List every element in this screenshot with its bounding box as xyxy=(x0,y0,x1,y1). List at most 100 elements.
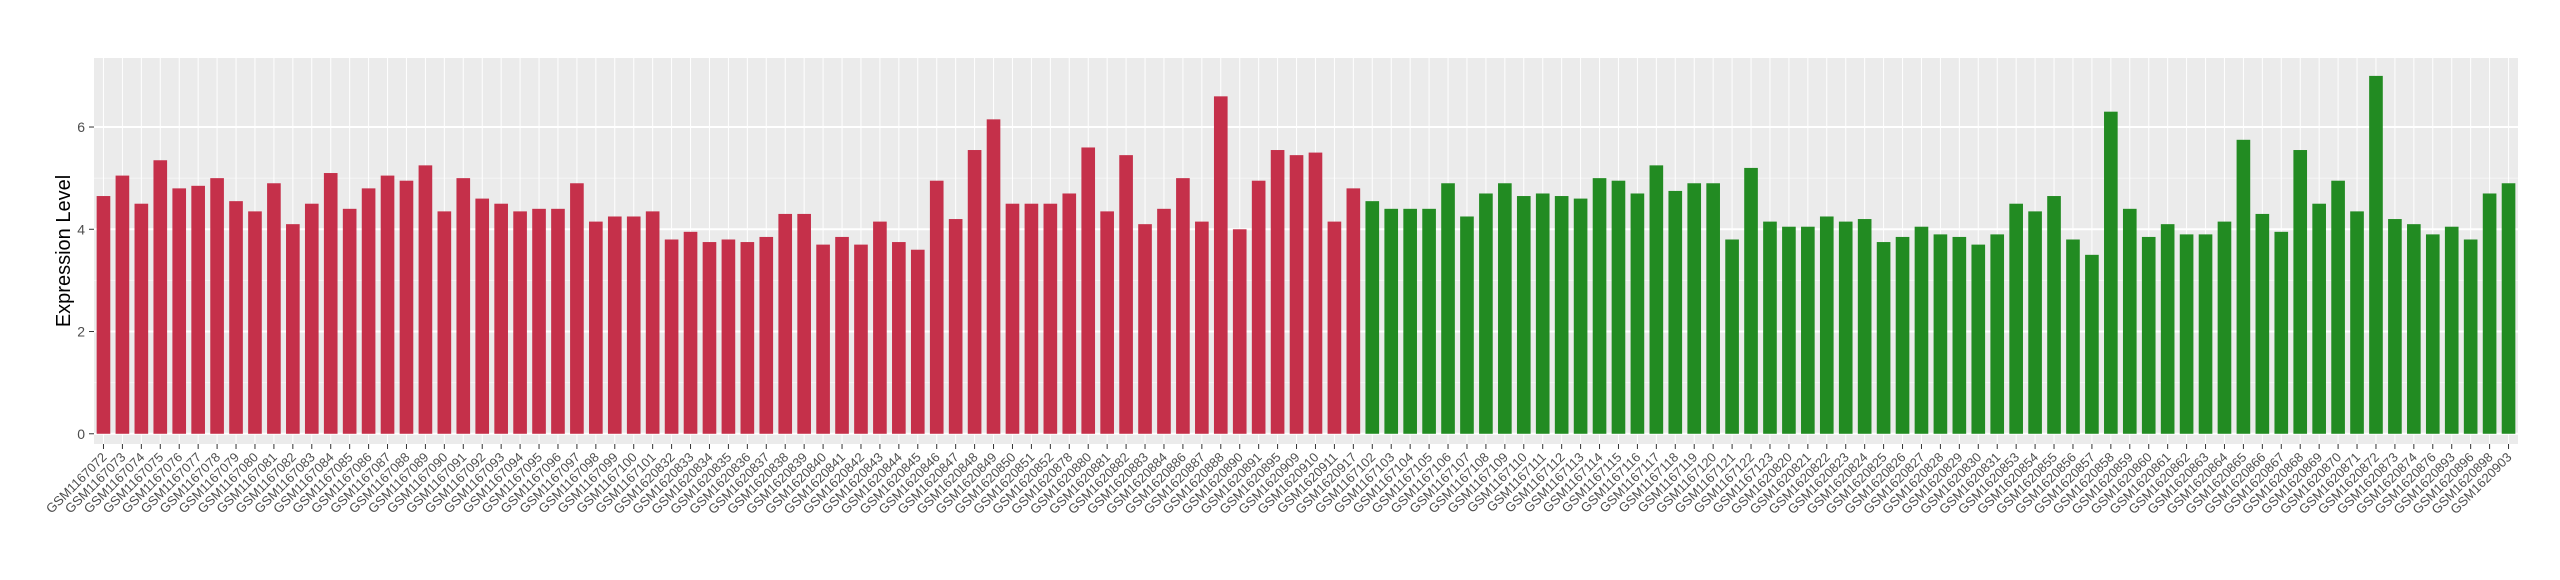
bar xyxy=(664,239,679,434)
bar xyxy=(2274,231,2289,434)
bar xyxy=(1479,193,1493,434)
bar xyxy=(1403,208,1417,434)
bar xyxy=(191,185,205,434)
bar xyxy=(816,244,830,434)
y-tick-label: 2 xyxy=(77,324,85,340)
bar xyxy=(2331,180,2345,434)
bar xyxy=(1725,239,1739,434)
bar xyxy=(2198,234,2213,434)
bar xyxy=(1005,203,1020,434)
bar xyxy=(1763,221,1777,434)
bar xyxy=(2236,139,2251,434)
bar xyxy=(2217,221,2232,434)
bar xyxy=(1498,183,1512,434)
bar xyxy=(1100,211,1114,434)
bar xyxy=(1308,152,1323,434)
bar xyxy=(229,201,243,434)
bar xyxy=(986,119,1001,434)
bar xyxy=(1611,180,1626,434)
bar xyxy=(1649,165,1664,434)
bar xyxy=(1971,244,1986,434)
bar xyxy=(380,175,395,434)
bar xyxy=(1573,198,1588,434)
bar xyxy=(2066,239,2080,434)
bar xyxy=(399,180,414,434)
y-axis-label: Expression Level xyxy=(53,175,75,327)
bar xyxy=(267,183,281,434)
bar xyxy=(475,198,490,434)
bar xyxy=(1857,219,1872,434)
bar xyxy=(2388,219,2402,434)
bar xyxy=(910,249,925,434)
bar xyxy=(2141,236,2156,434)
bar xyxy=(323,173,338,434)
bar xyxy=(702,242,717,434)
bar xyxy=(1668,190,1683,434)
bar xyxy=(2179,234,2194,434)
bar xyxy=(797,213,811,434)
bar xyxy=(1952,236,1967,434)
bar xyxy=(134,203,149,434)
bar xyxy=(532,208,546,434)
y-tick-label: 4 xyxy=(77,221,85,237)
bar xyxy=(153,160,168,434)
bar xyxy=(1176,178,1190,434)
bar xyxy=(1706,183,1720,434)
bar xyxy=(1157,208,1171,434)
bar xyxy=(1195,221,1209,434)
bar xyxy=(607,216,622,434)
bar xyxy=(1138,224,1152,434)
bar xyxy=(1289,155,1304,434)
bar xyxy=(2444,226,2459,434)
bar xyxy=(1062,193,1077,434)
bar xyxy=(172,188,187,434)
bar xyxy=(210,178,224,434)
bar xyxy=(418,165,433,434)
bar xyxy=(1819,216,1834,434)
bar xyxy=(1516,196,1531,434)
bar xyxy=(304,203,319,434)
bar xyxy=(873,221,887,434)
bar xyxy=(2463,239,2478,434)
bar xyxy=(1782,226,1796,434)
bar xyxy=(626,216,641,434)
bar xyxy=(589,221,603,434)
bar xyxy=(948,219,963,434)
y-tick-label: 0 xyxy=(77,426,85,442)
bar xyxy=(1687,183,1702,434)
bar xyxy=(2293,150,2308,434)
bar xyxy=(2047,196,2061,434)
bar xyxy=(1592,178,1607,434)
bar xyxy=(2501,183,2516,434)
bar xyxy=(286,224,300,434)
bar xyxy=(1801,226,1815,434)
bar xyxy=(1554,196,1569,434)
bar xyxy=(248,211,262,434)
bar xyxy=(494,203,508,434)
bar xyxy=(1327,221,1342,434)
bar xyxy=(1232,229,1247,434)
bar xyxy=(2122,208,2137,434)
bar xyxy=(721,239,736,434)
bar xyxy=(929,180,944,434)
bar xyxy=(1933,234,1948,434)
bar xyxy=(1990,234,2005,434)
bar xyxy=(1346,188,1361,434)
bar xyxy=(1744,167,1758,434)
bar xyxy=(1365,201,1380,434)
bar xyxy=(835,236,849,434)
bar xyxy=(2104,111,2118,434)
bar xyxy=(1081,147,1096,434)
bar xyxy=(1535,193,1550,434)
bar xyxy=(1876,242,1891,434)
bar xyxy=(1914,226,1929,434)
bar xyxy=(1213,96,1228,434)
bar xyxy=(2369,75,2383,434)
bar xyxy=(1630,193,1645,434)
bar xyxy=(1384,208,1399,434)
bar xyxy=(778,213,793,434)
bar xyxy=(1895,236,1910,434)
bar xyxy=(967,150,982,434)
bar xyxy=(2255,213,2270,434)
